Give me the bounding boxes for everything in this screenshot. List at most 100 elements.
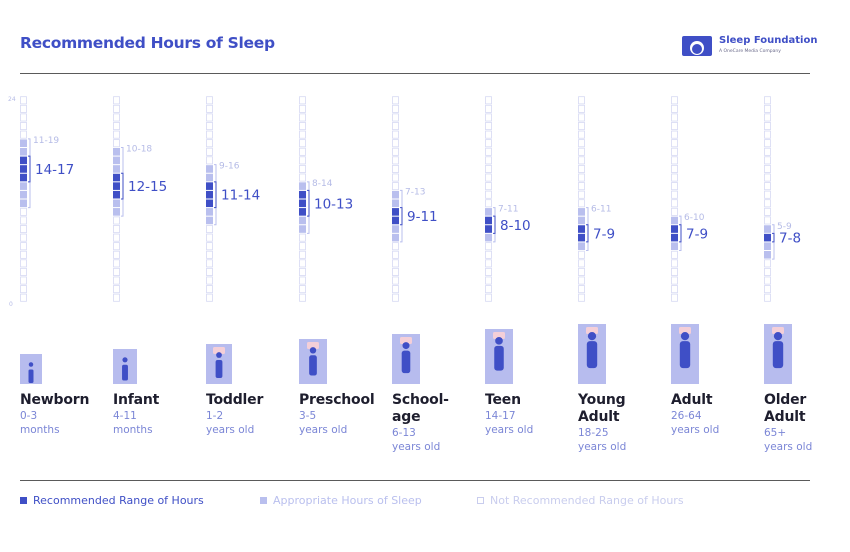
not-recommended-cell <box>578 104 585 113</box>
category-age-unit: years old <box>299 424 348 436</box>
recommended-range-label: 7-9 <box>593 226 615 242</box>
legend-item-appropriate: Appropriate Hours of Sleep <box>260 494 422 507</box>
sleep-bar-adult: 6-10 7-9 <box>671 96 708 302</box>
sleep-foundation-logo-icon <box>682 36 712 56</box>
category-label: Older Adult 65+ years old <box>764 392 850 454</box>
not-recommended-cell <box>299 285 306 294</box>
sleeping-person-icon <box>20 354 42 384</box>
not-recommended-cell <box>206 139 213 148</box>
category-age-unit: years old <box>485 424 534 436</box>
person-body <box>309 355 317 376</box>
pillow-shape <box>307 342 319 349</box>
appropriate-cell <box>206 208 213 216</box>
not-recommended-cell <box>392 147 399 156</box>
recommended-range-label: 7-9 <box>686 226 708 242</box>
recommended-cell <box>578 233 585 242</box>
recommended-bracket <box>214 181 217 209</box>
not-recommended-cell <box>113 276 120 285</box>
appropriate-range-label: 9-16 <box>219 162 240 172</box>
not-recommended-cell <box>113 233 120 242</box>
not-recommended-cell <box>20 285 27 294</box>
not-recommended-cell <box>764 190 771 199</box>
not-recommended-cell <box>20 104 27 113</box>
not-recommended-cell <box>671 199 678 208</box>
appropriate-cell <box>20 190 27 199</box>
not-recommended-cell <box>671 173 678 182</box>
not-recommended-cell <box>578 173 585 182</box>
legend-item-not-recommended: Not Recommended Range of Hours <box>477 494 684 507</box>
not-recommended-cell <box>206 130 213 139</box>
not-recommended-cell <box>20 276 27 285</box>
not-recommended-cell <box>578 130 585 139</box>
not-recommended-cell <box>578 156 585 165</box>
person-head <box>495 337 503 345</box>
recommended-cell <box>206 182 213 190</box>
legend-swatch-recommended <box>20 497 27 504</box>
recommended-range-label: 8-10 <box>500 218 531 234</box>
category-name: Adult <box>671 392 713 408</box>
not-recommended-cell <box>299 173 306 182</box>
footer-divider <box>20 480 810 481</box>
not-recommended-cell <box>485 122 492 131</box>
not-recommended-cell <box>113 122 120 131</box>
not-recommended-cell <box>392 182 399 191</box>
page-title: Recommended Hours of Sleep <box>20 34 275 52</box>
appropriate-cell <box>113 148 120 156</box>
not-recommended-cell <box>392 293 399 302</box>
category-label: School-age 6-13 years old <box>392 392 482 454</box>
recommended-bracket <box>307 189 310 217</box>
not-recommended-cell <box>392 139 399 148</box>
legend-label-appropriate: Appropriate Hours of Sleep <box>273 494 422 507</box>
not-recommended-cell <box>764 164 771 173</box>
category-age-unit: years old <box>392 441 441 453</box>
recommended-range-label: 12-15 <box>128 179 167 195</box>
sleeping-person-icon <box>578 324 606 384</box>
not-recommended-cell <box>578 285 585 294</box>
not-recommended-cell <box>206 276 213 285</box>
sleep-bar-older: 5-97-8 <box>764 96 801 302</box>
appropriate-cell <box>113 208 120 216</box>
not-recommended-cell <box>20 233 27 242</box>
person-body <box>494 345 504 371</box>
recommended-cell <box>206 190 213 199</box>
not-recommended-cell <box>299 267 306 276</box>
not-recommended-cell <box>485 250 492 259</box>
not-recommended-cell <box>578 164 585 173</box>
not-recommended-cell <box>764 173 771 182</box>
not-recommended-cell <box>485 139 492 148</box>
not-recommended-cell <box>20 259 27 268</box>
person-head <box>309 347 317 354</box>
category-age-range: 3-5 <box>299 410 317 422</box>
not-recommended-cell <box>392 104 399 113</box>
category-label: Young Adult 18-25 years old <box>578 392 668 454</box>
appropriate-cell <box>113 199 120 208</box>
not-recommended-cell <box>113 267 120 276</box>
recommended-bracket <box>28 155 31 183</box>
bed-shape <box>20 354 42 384</box>
not-recommended-cell <box>299 96 306 105</box>
not-recommended-cell <box>206 250 213 259</box>
not-recommended-cell <box>764 207 771 216</box>
not-recommended-cell <box>578 113 585 122</box>
category-label: Teen 14-17 years old <box>485 392 575 437</box>
not-recommended-cell <box>113 225 120 234</box>
not-recommended-cell <box>671 182 678 191</box>
not-recommended-cell <box>392 156 399 165</box>
legend-label-not-recommended: Not Recommended Range of Hours <box>490 494 684 507</box>
not-recommended-cell <box>764 113 771 122</box>
not-recommended-cell <box>206 293 213 302</box>
not-recommended-cell <box>113 285 120 294</box>
recommended-cell <box>20 165 27 173</box>
person-body <box>122 364 128 381</box>
appropriate-range-label: 7-13 <box>405 187 425 197</box>
not-recommended-cell <box>299 122 306 131</box>
pillow-shape <box>772 327 784 334</box>
not-recommended-cell <box>113 242 120 251</box>
not-recommended-cell <box>20 293 27 302</box>
pillow-shape <box>586 327 598 334</box>
appropriate-range-label: 11-19 <box>33 136 59 146</box>
appropriate-cell <box>299 182 306 190</box>
not-recommended-cell <box>764 293 771 302</box>
not-recommended-cell <box>206 267 213 276</box>
not-recommended-cell <box>485 164 492 173</box>
